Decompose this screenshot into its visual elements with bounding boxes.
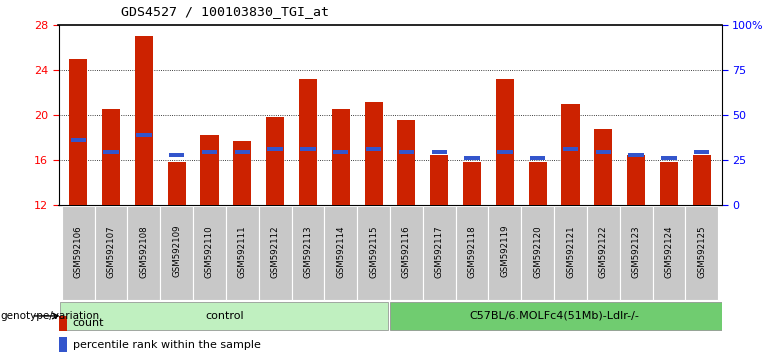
Bar <box>364 102 383 205</box>
Bar <box>233 141 251 205</box>
Text: GSM592109: GSM592109 <box>172 225 181 278</box>
Text: GSM592114: GSM592114 <box>336 225 346 278</box>
Bar <box>226 206 259 300</box>
Bar <box>259 206 292 300</box>
Text: GSM592116: GSM592116 <box>402 225 411 278</box>
Bar <box>661 156 677 160</box>
Bar <box>268 147 283 151</box>
Bar <box>594 129 612 205</box>
Bar <box>629 153 644 156</box>
Bar <box>390 206 423 300</box>
Bar <box>169 153 184 156</box>
Bar <box>653 206 686 300</box>
Text: GSM592115: GSM592115 <box>369 225 378 278</box>
Text: GSM592123: GSM592123 <box>632 225 640 278</box>
Text: GDS4527 / 100103830_TGI_at: GDS4527 / 100103830_TGI_at <box>121 5 329 18</box>
Bar <box>596 150 611 154</box>
Text: control: control <box>205 311 243 321</box>
Bar <box>660 162 678 205</box>
Text: GSM592117: GSM592117 <box>434 225 444 278</box>
Bar <box>168 162 186 205</box>
Bar <box>694 150 710 154</box>
Bar <box>292 206 324 300</box>
Text: percentile rank within the sample: percentile rank within the sample <box>73 339 261 350</box>
Text: GSM592120: GSM592120 <box>534 225 542 278</box>
Bar <box>529 162 547 205</box>
Bar <box>62 206 94 300</box>
Text: GSM592107: GSM592107 <box>107 225 115 278</box>
Text: GSM592113: GSM592113 <box>303 225 313 278</box>
Bar <box>94 206 127 300</box>
Bar <box>60 302 388 330</box>
Bar <box>521 206 554 300</box>
Bar <box>456 206 488 300</box>
Bar <box>530 156 545 160</box>
Text: GSM592110: GSM592110 <box>205 225 214 278</box>
Bar <box>300 147 316 151</box>
Bar <box>58 316 67 331</box>
Text: GSM592121: GSM592121 <box>566 225 575 278</box>
Bar <box>399 150 414 154</box>
Bar <box>620 206 653 300</box>
Text: GSM592111: GSM592111 <box>238 225 246 278</box>
Bar <box>202 150 217 154</box>
Bar <box>332 109 349 205</box>
Bar <box>627 155 645 205</box>
Text: C57BL/6.MOLFc4(51Mb)-Ldlr-/-: C57BL/6.MOLFc4(51Mb)-Ldlr-/- <box>470 311 639 321</box>
Bar <box>70 138 86 142</box>
Bar <box>587 206 620 300</box>
Bar <box>464 156 480 160</box>
Text: GSM592125: GSM592125 <box>697 225 707 278</box>
Bar <box>200 135 218 205</box>
Text: count: count <box>73 318 104 329</box>
Bar <box>102 109 120 205</box>
Text: GSM592122: GSM592122 <box>599 225 608 278</box>
Text: GSM592108: GSM592108 <box>140 225 148 278</box>
Bar <box>324 206 357 300</box>
Bar <box>193 206 226 300</box>
Bar <box>266 117 284 205</box>
Bar <box>299 79 317 205</box>
Bar <box>554 206 587 300</box>
Bar <box>160 206 193 300</box>
Bar <box>423 206 456 300</box>
Bar <box>357 206 390 300</box>
Bar <box>563 147 578 151</box>
Bar <box>58 337 67 352</box>
Bar <box>693 155 711 205</box>
Bar <box>431 155 448 205</box>
Bar <box>127 206 160 300</box>
Bar <box>235 150 250 154</box>
Bar <box>397 120 416 205</box>
Bar <box>488 206 521 300</box>
Text: GSM592106: GSM592106 <box>73 225 83 278</box>
Bar <box>136 133 151 137</box>
Bar <box>562 104 580 205</box>
Bar <box>496 79 514 205</box>
Text: GSM592118: GSM592118 <box>467 225 477 278</box>
Text: genotype/variation: genotype/variation <box>0 311 99 321</box>
Bar <box>103 150 119 154</box>
Bar <box>431 150 447 154</box>
Bar <box>497 150 512 154</box>
Bar <box>135 36 153 205</box>
Text: GSM592119: GSM592119 <box>501 225 509 278</box>
Text: GSM592112: GSM592112 <box>271 225 279 278</box>
Bar <box>390 302 722 330</box>
Bar <box>686 206 718 300</box>
Bar <box>463 162 481 205</box>
Bar <box>366 147 381 151</box>
Bar <box>333 150 349 154</box>
Bar <box>69 59 87 205</box>
Text: GSM592124: GSM592124 <box>665 225 673 278</box>
